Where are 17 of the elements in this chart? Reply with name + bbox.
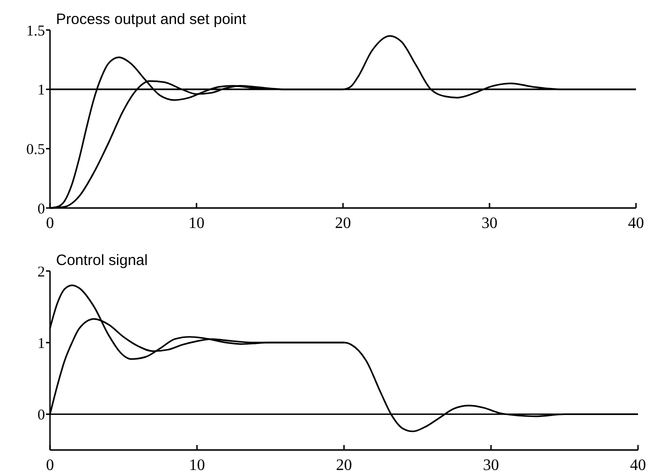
chart-title: Control signal: [56, 252, 148, 269]
y-tick-label: 0: [38, 201, 45, 218]
y-tick-label: 0: [38, 407, 45, 424]
x-tick-label: 10: [189, 457, 205, 474]
x-tick-label: 20: [335, 215, 351, 232]
y-tick-label: 2: [38, 264, 45, 280]
y-tick-label: 1: [38, 336, 45, 352]
x-tick-label: 30: [483, 457, 499, 474]
y-tick-label: 0.5: [26, 142, 45, 158]
x-tick-label: 20: [336, 457, 352, 474]
x-tick-label: 10: [188, 215, 204, 232]
y-tick-label: 1.5: [26, 23, 45, 40]
x-tick-label: 30: [482, 215, 498, 232]
chart-title: Process output and set point: [56, 11, 247, 28]
x-tick-label: 40: [628, 215, 644, 232]
x-tick-label: 40: [630, 457, 646, 474]
y-tick-label: 1: [38, 82, 45, 99]
